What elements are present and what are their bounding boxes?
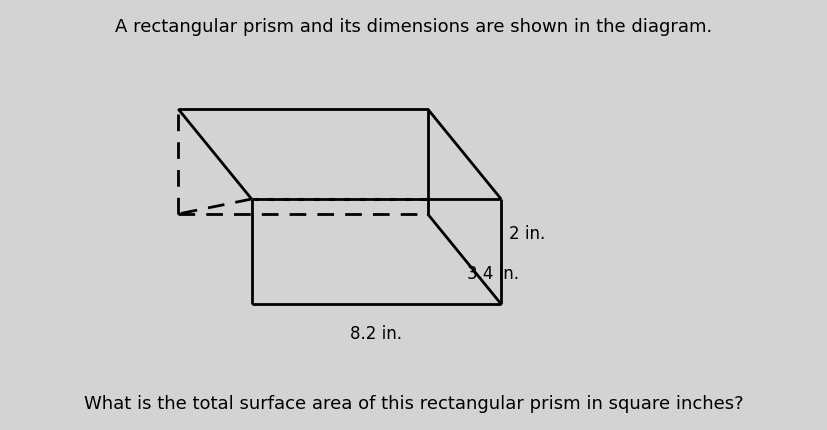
Text: What is the total surface area of this rectangular prism in square inches?: What is the total surface area of this r…	[84, 394, 743, 412]
Text: 2 in.: 2 in.	[509, 225, 544, 243]
Text: 8.2 in.: 8.2 in.	[350, 324, 402, 342]
Text: 3.4 in.: 3.4 in.	[466, 264, 519, 283]
Text: A rectangular prism and its dimensions are shown in the diagram.: A rectangular prism and its dimensions a…	[115, 18, 712, 36]
